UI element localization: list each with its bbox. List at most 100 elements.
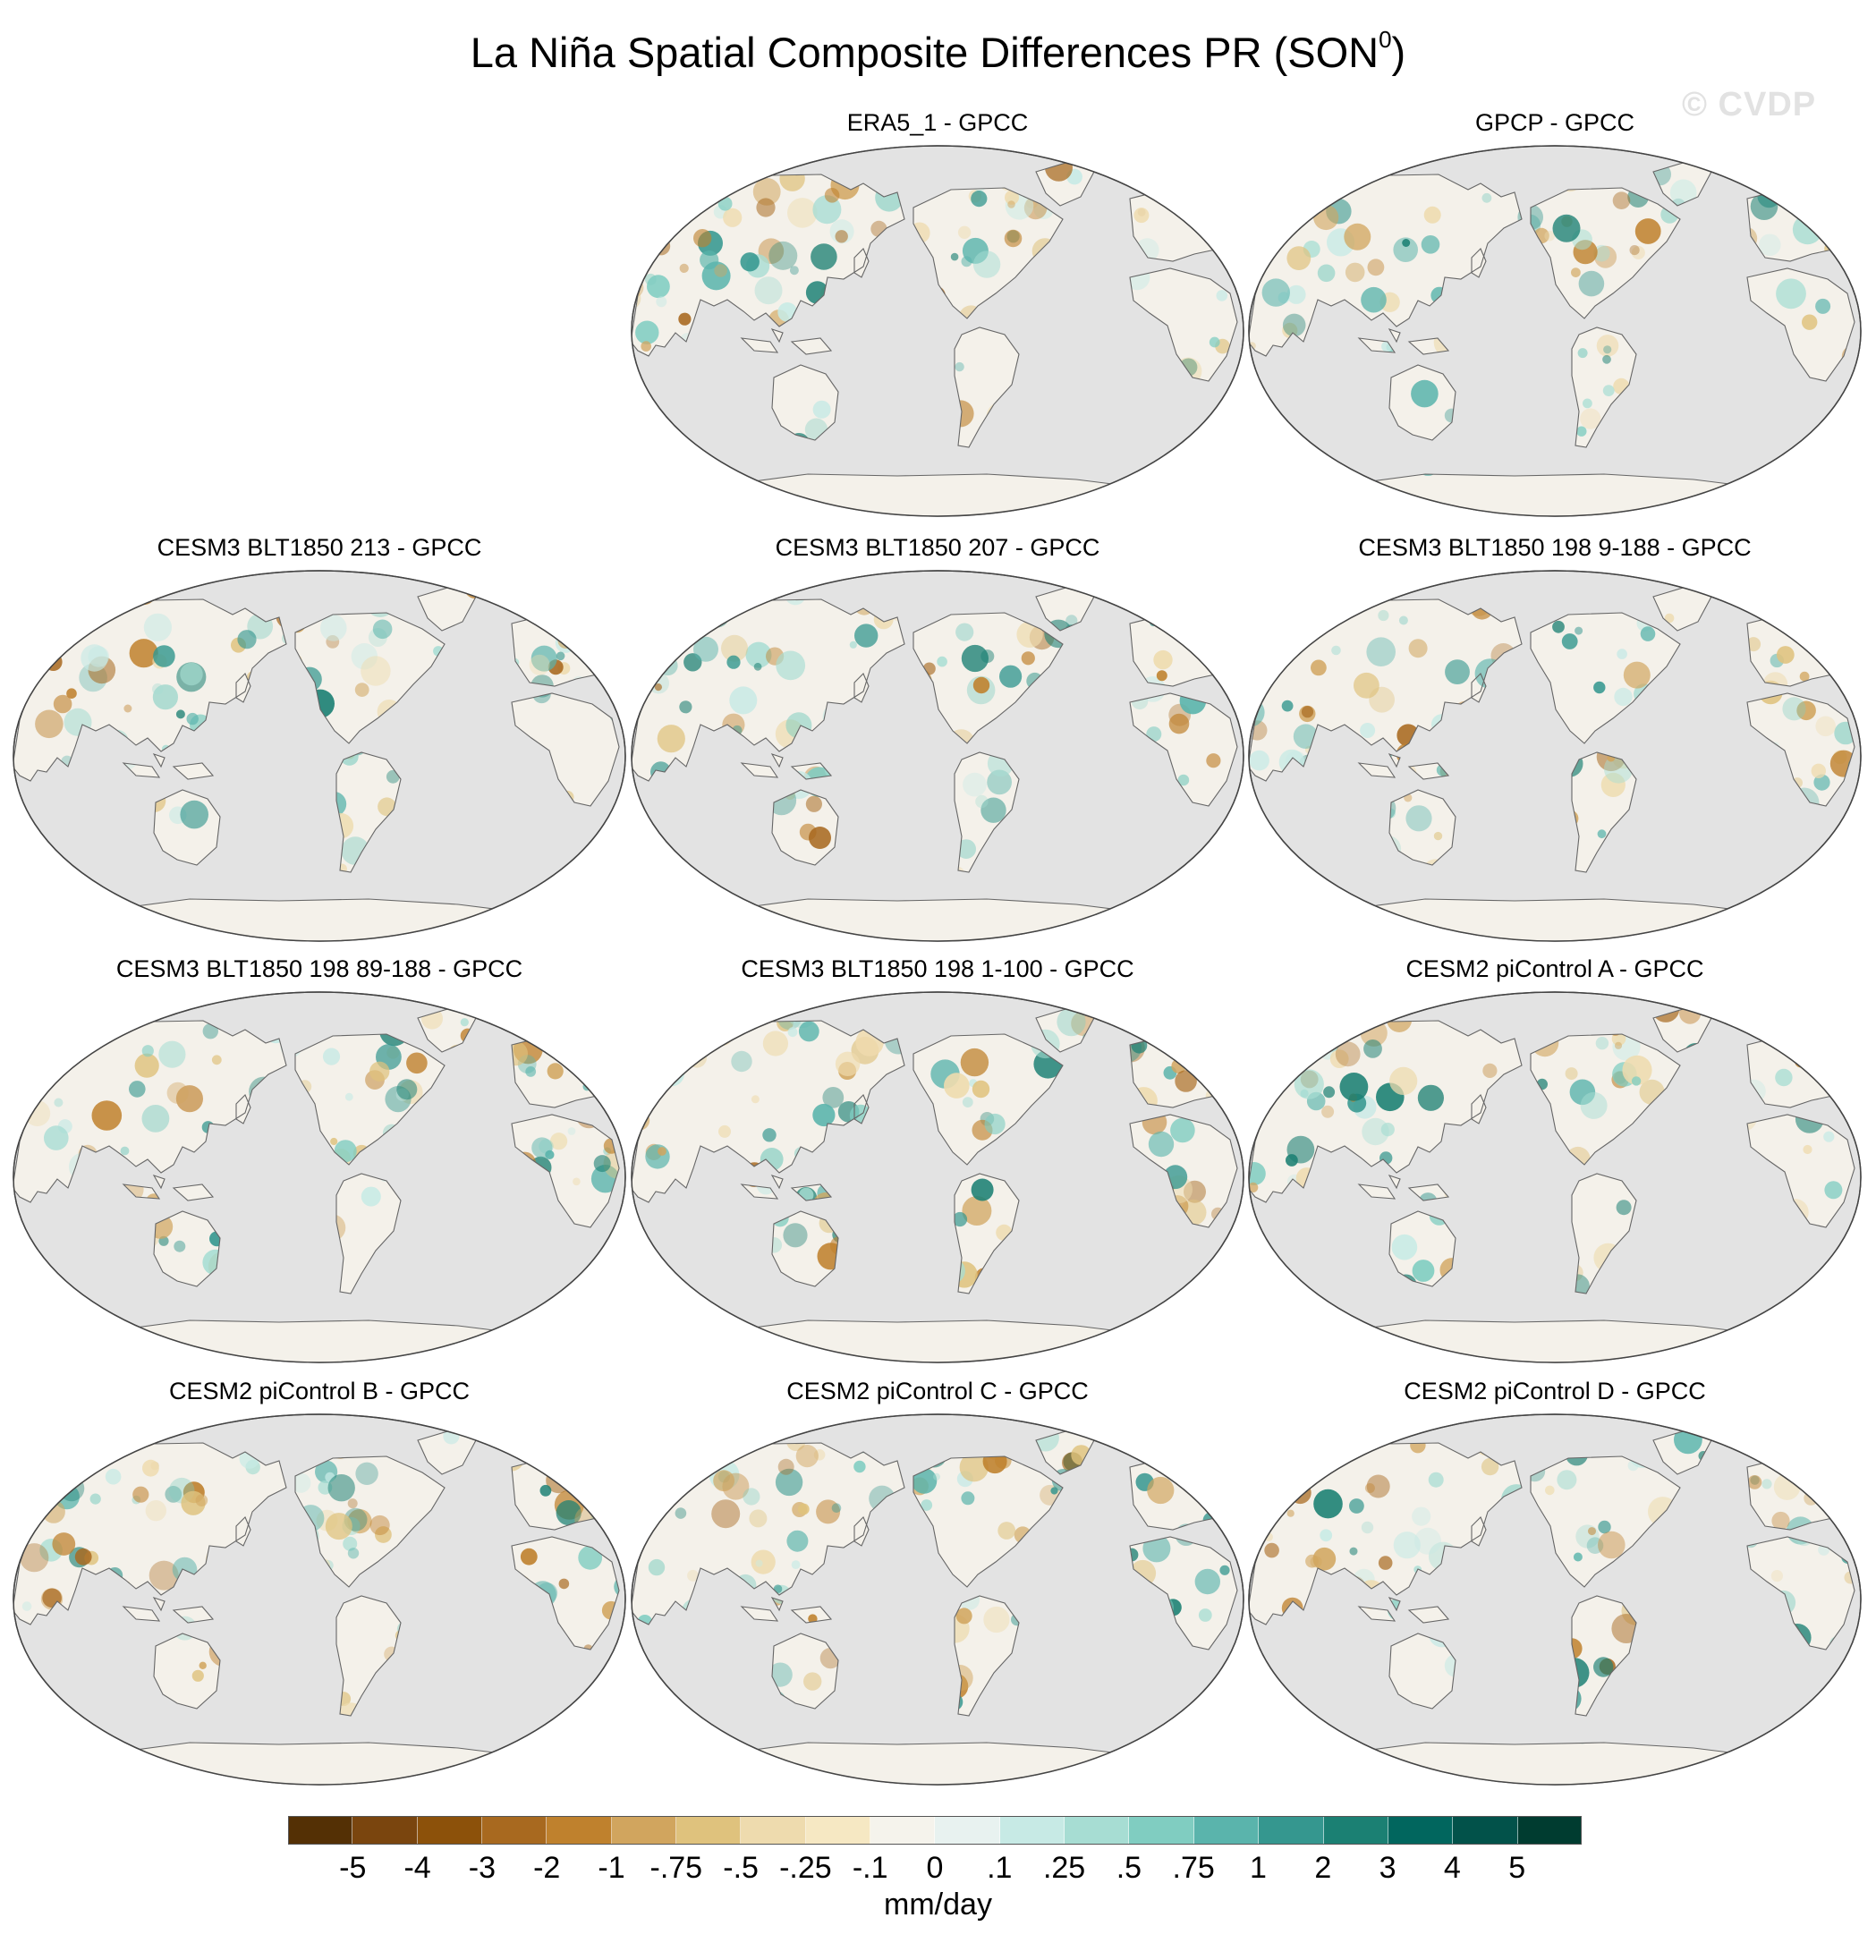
anomaly-patch: [811, 243, 837, 270]
anomaly-patch: [145, 1500, 166, 1522]
anomaly-patch: [1323, 1086, 1336, 1099]
anomaly-patch: [1792, 215, 1823, 245]
anomaly-patch: [711, 1499, 741, 1529]
land-eurasia: [1249, 1021, 1522, 1202]
anomaly-patch: [1573, 1552, 1583, 1562]
anomaly-patch: [166, 1082, 189, 1104]
land-australia: [772, 1633, 838, 1709]
anomaly-patch: [1747, 1475, 1762, 1489]
anomaly-patch: [291, 1472, 311, 1493]
anomaly-patch: [598, 1472, 617, 1491]
land-australia: [1389, 1211, 1456, 1286]
colorbar-segment: [1453, 1816, 1518, 1845]
anomaly-patch: [129, 639, 158, 668]
world-map: [1248, 145, 1862, 517]
anomaly-patch: [1481, 1457, 1499, 1476]
anomaly-patch: [141, 1045, 154, 1057]
anomaly-patch: [1222, 1674, 1237, 1689]
anomaly-patch: [680, 1715, 694, 1729]
anomaly-patch: [1595, 1037, 1609, 1050]
land-greenland: [418, 586, 476, 631]
colorbar-segment: [935, 1816, 1000, 1845]
anomaly-patch: [1391, 1234, 1418, 1260]
anomaly-patch: [55, 1455, 82, 1481]
anomaly-patch: [1759, 233, 1781, 257]
land-africa: [1130, 693, 1237, 806]
anomaly-patch: [1153, 649, 1173, 670]
anomaly-patch: [1837, 1697, 1855, 1716]
colorbar-frame: [288, 1816, 1582, 1845]
coastline-southAmerica: [335, 1173, 402, 1294]
coastline-africa: [511, 1536, 620, 1650]
land-eurasia: [1249, 1443, 1522, 1625]
anomaly-patch: [791, 1560, 801, 1569]
coastline-southAmerica: [335, 751, 402, 873]
anomaly-patch: [962, 1097, 973, 1107]
coastline-indonesia: [1357, 753, 1450, 780]
coastline-indonesia: [1357, 1597, 1450, 1624]
coastline-indonesia: [740, 1597, 833, 1624]
panel-title: CESM3 BLT1850 198 89-188 - GPCC: [115, 955, 523, 982]
anomaly-patch: [755, 1559, 763, 1567]
anomaly-patch: [51, 1020, 75, 1044]
anomaly-patch: [809, 827, 831, 849]
anomaly-patch: [1256, 840, 1275, 860]
anomaly-patch: [835, 230, 848, 243]
anomaly-patch: [460, 1018, 469, 1027]
colorbar-segment: [999, 1816, 1065, 1845]
anomaly-patch: [1195, 1471, 1225, 1500]
anomaly-patch: [944, 1073, 970, 1099]
anomaly-patch: [1815, 607, 1827, 619]
anomaly-patch: [564, 1472, 577, 1485]
land-southAmerica: [336, 1174, 401, 1294]
colorbar-tick-label: 2: [1314, 1851, 1332, 1885]
anomaly-patch: [693, 636, 718, 662]
anomaly-patch: [961, 1491, 975, 1506]
anomaly-patch: [531, 645, 557, 672]
anomaly-patch: [751, 1549, 776, 1574]
land-greenland: [1036, 586, 1094, 631]
anomaly-patch: [1856, 231, 1861, 240]
anomaly-patch: [35, 1694, 62, 1721]
anomaly-patch: [997, 1522, 1016, 1540]
anomaly-patch: [789, 266, 799, 276]
anomaly-patch: [1846, 1040, 1861, 1067]
anomaly-patch: [237, 630, 257, 649]
map-boundary: [631, 991, 1244, 1363]
anomaly-patch: [751, 1095, 760, 1104]
anomaly-patch: [347, 1548, 360, 1559]
coastline-africa: [1129, 692, 1238, 807]
anomaly-patch: [1353, 161, 1371, 175]
anomaly-patch: [1320, 1529, 1333, 1542]
colorbar-tick-label: -.25: [779, 1851, 832, 1885]
anomaly-patch: [1249, 1280, 1261, 1294]
anomaly-patch: [375, 1526, 392, 1543]
world-map: [1248, 570, 1862, 942]
coastline-southAmerica: [1571, 1173, 1637, 1294]
anomaly-patch: [812, 400, 831, 419]
land-africa: [1130, 1537, 1237, 1650]
anomaly-patch: [1578, 270, 1605, 297]
anomaly-patch: [1230, 1301, 1243, 1313]
anomaly-patch: [13, 1451, 31, 1473]
anomaly-patch: [202, 1023, 218, 1039]
anomaly-patch: [1269, 1012, 1285, 1028]
anomaly-patch: [641, 341, 651, 352]
anomaly-patch: [713, 1470, 734, 1492]
anomaly-patch: [1389, 1066, 1418, 1095]
coastline-indonesia: [122, 1175, 215, 1201]
anomaly-patch: [1602, 354, 1611, 364]
anomaly-patch: [1837, 1302, 1855, 1320]
anomaly-patch: [1380, 1123, 1395, 1137]
anomaly-patch: [1216, 290, 1228, 301]
anomaly-patch: [743, 1488, 760, 1506]
anomaly-patch: [1249, 421, 1278, 453]
anomaly-patch: [20, 1543, 49, 1573]
map-boundary: [1248, 570, 1862, 942]
anomaly-patch: [1231, 186, 1244, 206]
anomaly-patch: [1345, 262, 1365, 283]
world-map: [13, 570, 626, 942]
anomaly-patch: [1393, 237, 1418, 262]
land-indonesia: [123, 754, 213, 779]
anomaly-patch: [1213, 648, 1244, 679]
